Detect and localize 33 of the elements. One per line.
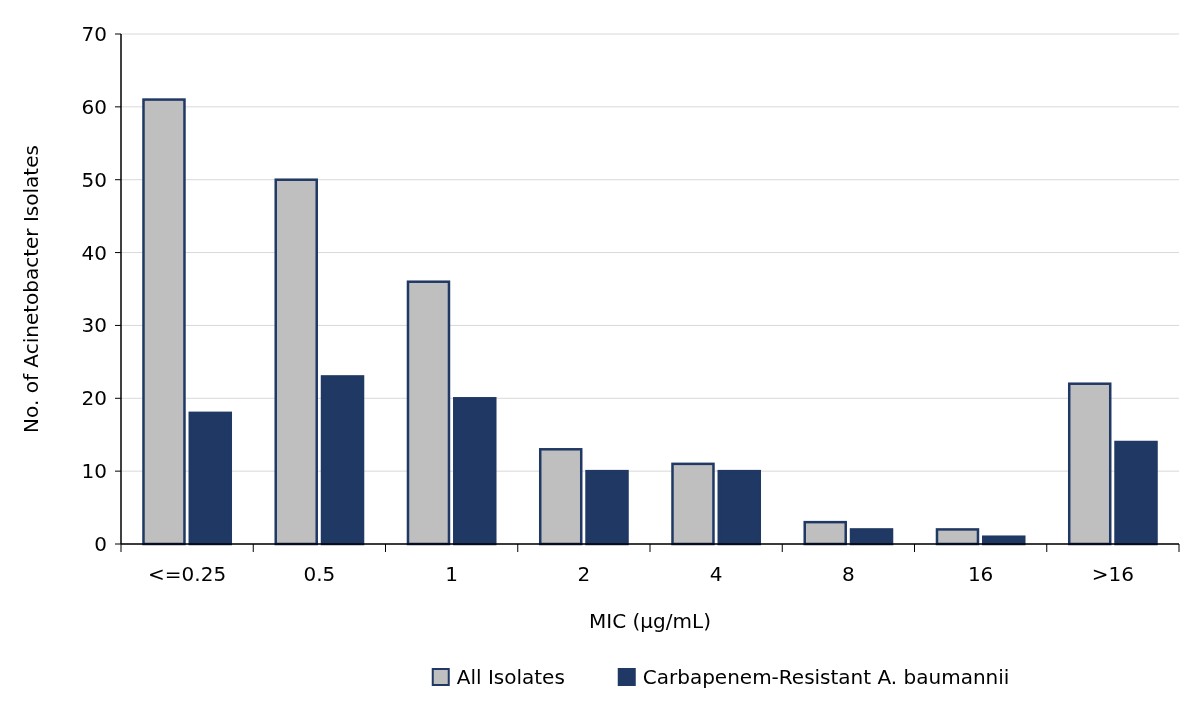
bar xyxy=(142,98,186,546)
y-tick-label: 20 xyxy=(81,386,107,411)
x-tick-label: 1 xyxy=(445,562,458,586)
x-tick-label: 0.5 xyxy=(303,562,336,586)
x-tick-label: 8 xyxy=(842,562,855,586)
bar xyxy=(803,520,847,546)
y-tick-label: 10 xyxy=(81,459,107,484)
x-tick-label: >16 xyxy=(1091,562,1134,586)
y-tick-label: 40 xyxy=(81,240,107,265)
bar xyxy=(274,178,318,546)
bar xyxy=(538,448,583,546)
x-tick-label: <=0.25 xyxy=(148,562,227,586)
bar xyxy=(406,280,451,546)
y-tick-label: 30 xyxy=(81,313,107,338)
bar xyxy=(671,462,715,546)
bar xyxy=(1114,440,1158,546)
y-tick-label: 60 xyxy=(81,94,107,119)
x-tick-label: 4 xyxy=(709,562,723,586)
y-tick-label: 0 xyxy=(94,532,107,556)
bar xyxy=(1067,382,1112,546)
y-axis-title: No. of Acinetobacter Isolates xyxy=(19,145,43,433)
bar xyxy=(453,397,497,546)
bar xyxy=(320,375,365,546)
x-axis-title: MIC (µg/mL) xyxy=(589,609,711,633)
x-tick-label: 2 xyxy=(577,562,591,586)
x-tick-label: 16 xyxy=(967,562,994,586)
legend-label: All Isolates xyxy=(456,665,565,689)
legend-label: Carbapenem-Resistant A. baumannii xyxy=(642,665,1010,689)
bar xyxy=(717,469,762,546)
y-tick-label: 70 xyxy=(81,22,107,46)
bar xyxy=(585,469,629,546)
bar xyxy=(188,411,233,546)
y-tick-label: 50 xyxy=(81,167,107,192)
